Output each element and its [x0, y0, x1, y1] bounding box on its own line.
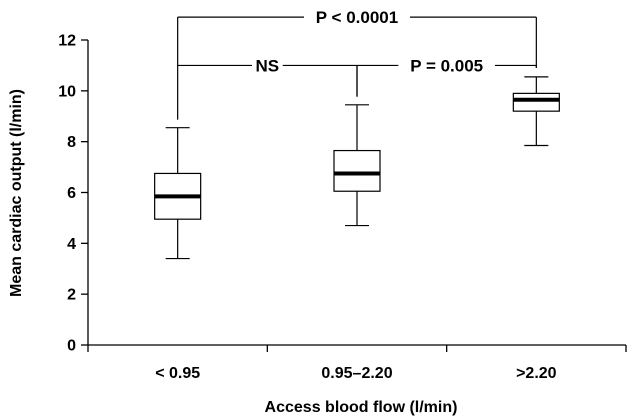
annotation-bracket: P = 0.005 [357, 56, 536, 96]
iqr-box [334, 151, 380, 192]
annotation-label: P < 0.0001 [316, 8, 398, 27]
x-category-label: 0.95–2.20 [321, 365, 392, 382]
y-tick-label: 8 [67, 134, 76, 151]
significance-annotations: P < 0.0001 NS P = 0.005 [178, 8, 537, 120]
x-category-label: < 0.95 [155, 365, 200, 382]
y-axis: 0 2 4 6 8 10 12 [58, 33, 88, 355]
box-group [513, 77, 559, 146]
y-ticks: 0 2 4 6 8 10 12 [58, 33, 88, 355]
x-category-label: >2.20 [516, 365, 557, 382]
y-tick-label: 4 [67, 236, 76, 253]
y-tick-label: 12 [58, 33, 76, 50]
annotation-label: NS [256, 56, 280, 75]
y-tick-label: 2 [67, 287, 76, 304]
box-group [155, 128, 201, 259]
box-group [334, 105, 380, 226]
y-tick-label: 0 [67, 338, 76, 355]
y-tick-label: 6 [67, 185, 76, 202]
boxes [155, 77, 560, 259]
x-ticks: < 0.95 0.95–2.20 >2.20 [88, 345, 626, 382]
y-axis-title: Mean cardiac output (l/min) [8, 89, 25, 297]
iqr-box [513, 93, 559, 111]
x-axis-title: Access blood flow (l/min) [265, 399, 458, 416]
x-axis: < 0.95 0.95–2.20 >2.20 [88, 345, 626, 382]
annotation-label: P = 0.005 [410, 56, 483, 75]
y-tick-label: 10 [58, 83, 76, 100]
annotation-bracket: NS [178, 56, 357, 119]
